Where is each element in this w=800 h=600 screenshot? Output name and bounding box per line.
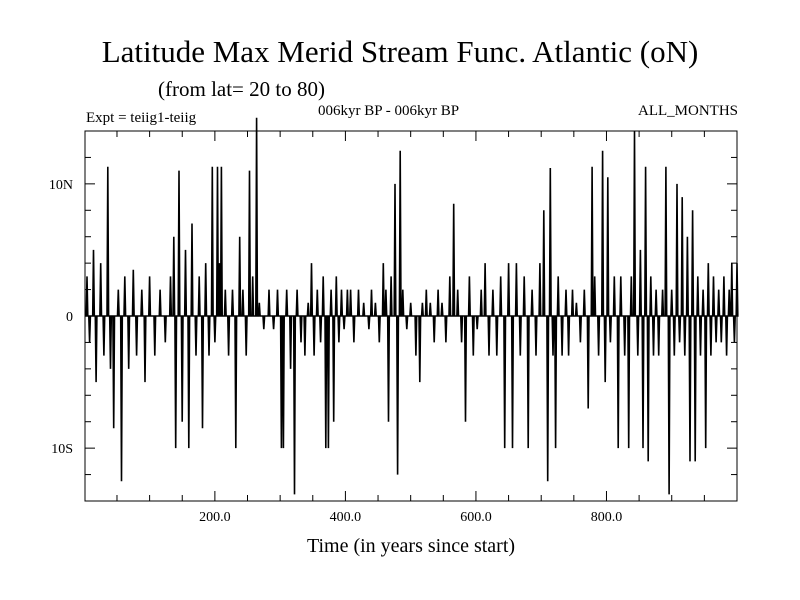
- x-axis-label: Time (in years since start): [306, 535, 516, 557]
- x-tick-label: 800.0: [591, 510, 623, 525]
- series-line: [85, 117, 739, 495]
- x-tick-label: 200.0: [199, 510, 231, 525]
- experiment-label: Expt = teiig1-teiig: [86, 110, 197, 126]
- y-tick-label: 10S: [51, 442, 73, 457]
- chart-subtitle: (from lat= 20 to 80): [158, 77, 325, 101]
- y-tick-label: 10N: [49, 178, 73, 193]
- x-tick-label: 400.0: [330, 510, 362, 525]
- x-tick-label: 600.0: [460, 510, 492, 525]
- months-label: ALL_MONTHS: [638, 103, 738, 119]
- period-label: 006kyr BP - 006kyr BP: [318, 103, 460, 119]
- chart-title: Latitude Max Merid Stream Func. Atlantic…: [101, 34, 699, 69]
- y-tick-label: 0: [66, 310, 73, 325]
